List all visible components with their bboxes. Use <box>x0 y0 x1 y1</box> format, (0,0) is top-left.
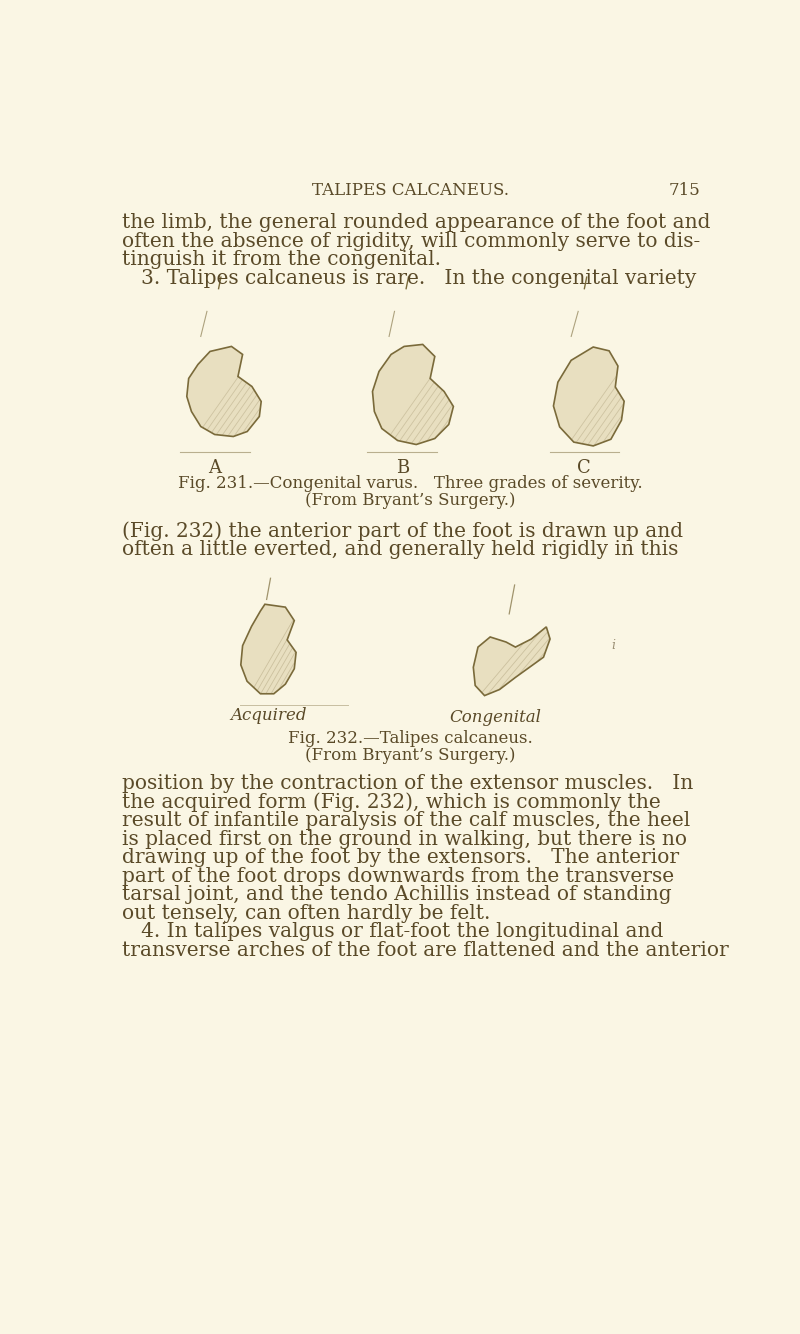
Text: position by the contraction of the extensor muscles.   In: position by the contraction of the exten… <box>122 774 693 794</box>
Text: 3. Talipes calcaneus is rare.   In the congenital variety: 3. Talipes calcaneus is rare. In the con… <box>122 268 696 288</box>
Text: result of infantile paralysis of the calf muscles, the heel: result of infantile paralysis of the cal… <box>122 811 690 830</box>
Polygon shape <box>474 627 550 695</box>
Text: often a little everted, and generally held rigidly in this: often a little everted, and generally he… <box>122 540 678 559</box>
Text: (From Bryant’s Surgery.): (From Bryant’s Surgery.) <box>305 492 515 510</box>
Text: drawing up of the foot by the extensors.   The anterior: drawing up of the foot by the extensors.… <box>122 848 679 867</box>
Text: tinguish it from the congenital.: tinguish it from the congenital. <box>122 251 441 269</box>
Polygon shape <box>187 347 262 436</box>
Text: Fig. 232.—Talipes calcaneus.: Fig. 232.—Talipes calcaneus. <box>288 730 532 747</box>
Text: TALIPES CALCANEUS.: TALIPES CALCANEUS. <box>311 183 509 199</box>
Text: the acquired form (Fig. 232), which is commonly the: the acquired form (Fig. 232), which is c… <box>122 792 661 812</box>
Text: Fig. 231.—Congenital varus.   Three grades of severity.: Fig. 231.—Congenital varus. Three grades… <box>178 475 642 492</box>
Text: Acquired: Acquired <box>230 707 307 724</box>
Text: i: i <box>611 639 615 652</box>
Polygon shape <box>241 604 296 694</box>
Text: out tensely, can often hardly be felt.: out tensely, can often hardly be felt. <box>122 903 490 923</box>
Text: 715: 715 <box>669 183 701 199</box>
Text: is placed first on the ground in walking, but there is no: is placed first on the ground in walking… <box>122 830 686 848</box>
Text: the limb, the general rounded appearance of the foot and: the limb, the general rounded appearance… <box>122 213 710 232</box>
Text: 4. In talipes valgus or flat-foot the longitudinal and: 4. In talipes valgus or flat-foot the lo… <box>122 922 663 940</box>
Text: transverse arches of the foot are flattened and the anterior: transverse arches of the foot are flatte… <box>122 940 729 959</box>
Polygon shape <box>554 347 624 446</box>
Text: A: A <box>208 459 221 476</box>
Polygon shape <box>373 344 454 444</box>
Text: often the absence of rigidity, will commonly serve to dis-: often the absence of rigidity, will comm… <box>122 232 700 251</box>
Text: (From Bryant’s Surgery.): (From Bryant’s Surgery.) <box>305 747 515 764</box>
Text: B: B <box>396 459 409 476</box>
Text: part of the foot drops downwards from the transverse: part of the foot drops downwards from th… <box>122 867 674 886</box>
Text: tarsal joint, and the tendo Achillis instead of standing: tarsal joint, and the tendo Achillis ins… <box>122 886 671 904</box>
Text: C: C <box>578 459 591 476</box>
Text: Congenital: Congenital <box>450 710 542 726</box>
Text: (Fig. 232) the anterior part of the foot is drawn up and: (Fig. 232) the anterior part of the foot… <box>122 522 683 542</box>
